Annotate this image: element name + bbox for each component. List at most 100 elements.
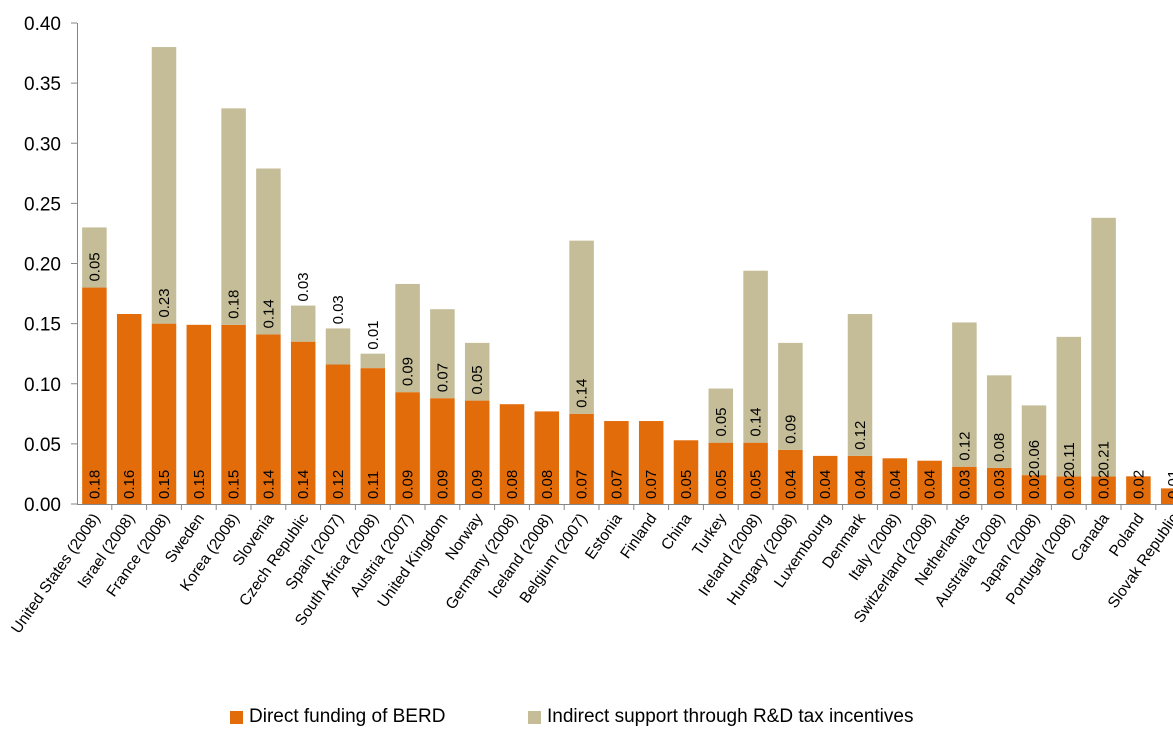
bar-indirect [952, 322, 977, 467]
data-label-indirect: 0.14 [748, 407, 765, 436]
data-label-indirect: 0.05 [86, 252, 103, 281]
bar-direct [638, 421, 664, 504]
bar-indirect [847, 314, 873, 456]
data-label-indirect: 0.14 [260, 299, 277, 328]
data-label-indirect: 0.21 [1096, 441, 1113, 470]
bar-indirect [743, 270, 768, 443]
legend-swatch-direct [230, 710, 243, 724]
legend: Direct funding of BERD Indirect support … [0, 706, 1173, 732]
data-label-direct: 0.15 [226, 470, 243, 499]
bar-direct [1126, 476, 1151, 504]
bar-indirect [1056, 336, 1082, 477]
bar-direct [186, 324, 212, 504]
bar-direct [82, 287, 107, 504]
bar-indirect [151, 47, 177, 324]
data-label-direct: 0.04 [782, 470, 799, 499]
bar-direct [778, 449, 803, 504]
y-tick-label: 0.05 [24, 435, 61, 456]
bar-direct [256, 334, 281, 504]
data-label-direct: 0.03 [956, 470, 973, 499]
data-label-indirect: 0.14 [574, 379, 591, 408]
data-label-indirect: 0.05 [713, 407, 730, 436]
data-label-direct: 0.04 [887, 470, 904, 499]
x-category-label: Finland [617, 511, 660, 562]
bar-direct [151, 323, 177, 504]
data-label-direct: 0.08 [504, 470, 521, 499]
y-tick-label: 0.35 [24, 74, 61, 95]
bar-indirect [708, 388, 734, 443]
data-label-direct: 0.07 [643, 470, 660, 499]
data-label-indirect: 0.03 [330, 295, 347, 324]
data-label-direct: 0.02 [1096, 470, 1113, 499]
y-tick-label: 0.10 [24, 375, 61, 396]
data-label-direct: 0.09 [400, 470, 417, 499]
data-label-direct: 0.02 [1026, 470, 1043, 499]
bar-indirect [778, 342, 803, 450]
data-label-direct: 0.16 [121, 470, 138, 499]
data-label-direct: 0.05 [748, 470, 765, 499]
data-label-indirect: 0.12 [852, 421, 869, 450]
bar-indirect [221, 108, 246, 325]
bar-direct [569, 413, 594, 504]
data-label-indirect: 0.06 [1026, 440, 1043, 469]
data-label-direct: 0.04 [922, 470, 939, 499]
bars: 0.18 0.05 0.16 0.15 0.23 0.15 0.15 0.18 0.14 0.14… [82, 47, 1173, 504]
stacked-bar-chart: 0.00 0.05 0.10 0.15 0.20 0.25 0.30 0.35 0.40 0.1… [8, 14, 1173, 637]
bar-indirect [360, 353, 386, 369]
data-label-indirect: 0.12 [956, 432, 973, 461]
y-axis: 0.00 0.05 0.10 0.15 0.20 0.25 0.30 0.35 0.40 [24, 14, 78, 516]
bar-direct [1021, 475, 1047, 504]
data-label-direct: 0.08 [539, 470, 556, 499]
data-label-indirect: 0.08 [991, 433, 1008, 462]
data-label-direct: 0.03 [991, 470, 1008, 499]
data-label-indirect: 0.03 [295, 272, 312, 301]
data-label-indirect: 0.05 [469, 365, 486, 394]
bar-indirect [395, 283, 420, 393]
legend-item-indirect: Indirect support through R&D tax incenti… [528, 706, 913, 728]
bar-indirect [82, 227, 107, 288]
legend-swatch-indirect [528, 710, 541, 724]
bar-direct [221, 324, 246, 504]
data-label-indirect: 0.11 [1061, 442, 1078, 470]
bar-indirect [1091, 217, 1116, 477]
data-label-direct: 0.15 [156, 470, 173, 499]
bar-direct [464, 400, 490, 504]
bar-indirect [430, 309, 455, 399]
data-label-direct: 0.04 [817, 470, 834, 499]
data-label-indirect: 0.23 [156, 288, 173, 317]
bar-direct [952, 466, 977, 504]
data-label-indirect: 0.09 [400, 357, 417, 386]
data-label-direct: 0.12 [330, 470, 347, 499]
bar-direct [499, 404, 525, 504]
y-tick-label: 0.25 [24, 194, 61, 215]
bar-indirect [256, 168, 281, 335]
data-label-indirect: 0.01 [365, 320, 382, 349]
data-label-direct: 0.11 [365, 471, 382, 499]
bar-direct [743, 442, 768, 504]
data-label-direct: 0.05 [713, 470, 730, 499]
bar-direct [917, 460, 942, 504]
bar-direct [847, 455, 873, 504]
bar-direct [604, 421, 629, 504]
bar-direct [882, 458, 908, 504]
bar-direct [1160, 488, 1173, 504]
x-axis: United States (2008)Israel (2008)France … [8, 504, 1173, 637]
data-label-direct: 0.04 [852, 470, 869, 499]
bar-direct [430, 398, 455, 504]
bar-indirect [569, 240, 594, 414]
data-label-direct: 0.02 [1061, 470, 1078, 499]
y-tick-label: 0.40 [24, 14, 61, 35]
data-label-indirect: 0.09 [782, 415, 799, 444]
bar-direct [986, 467, 1012, 504]
data-label-indirect: 0.18 [226, 290, 243, 319]
bar-direct [1056, 476, 1082, 504]
bar-direct [325, 364, 351, 504]
bar-indirect [986, 375, 1012, 468]
data-label-direct: 0.01 [1165, 470, 1173, 499]
bar-direct [708, 442, 734, 504]
legend-label-indirect: Indirect support through R&D tax incenti… [547, 706, 914, 727]
data-label-direct: 0.07 [608, 470, 625, 499]
x-category-label: Estonia [582, 510, 626, 562]
bar-direct [290, 341, 316, 504]
data-label-direct: 0.02 [1130, 470, 1147, 499]
